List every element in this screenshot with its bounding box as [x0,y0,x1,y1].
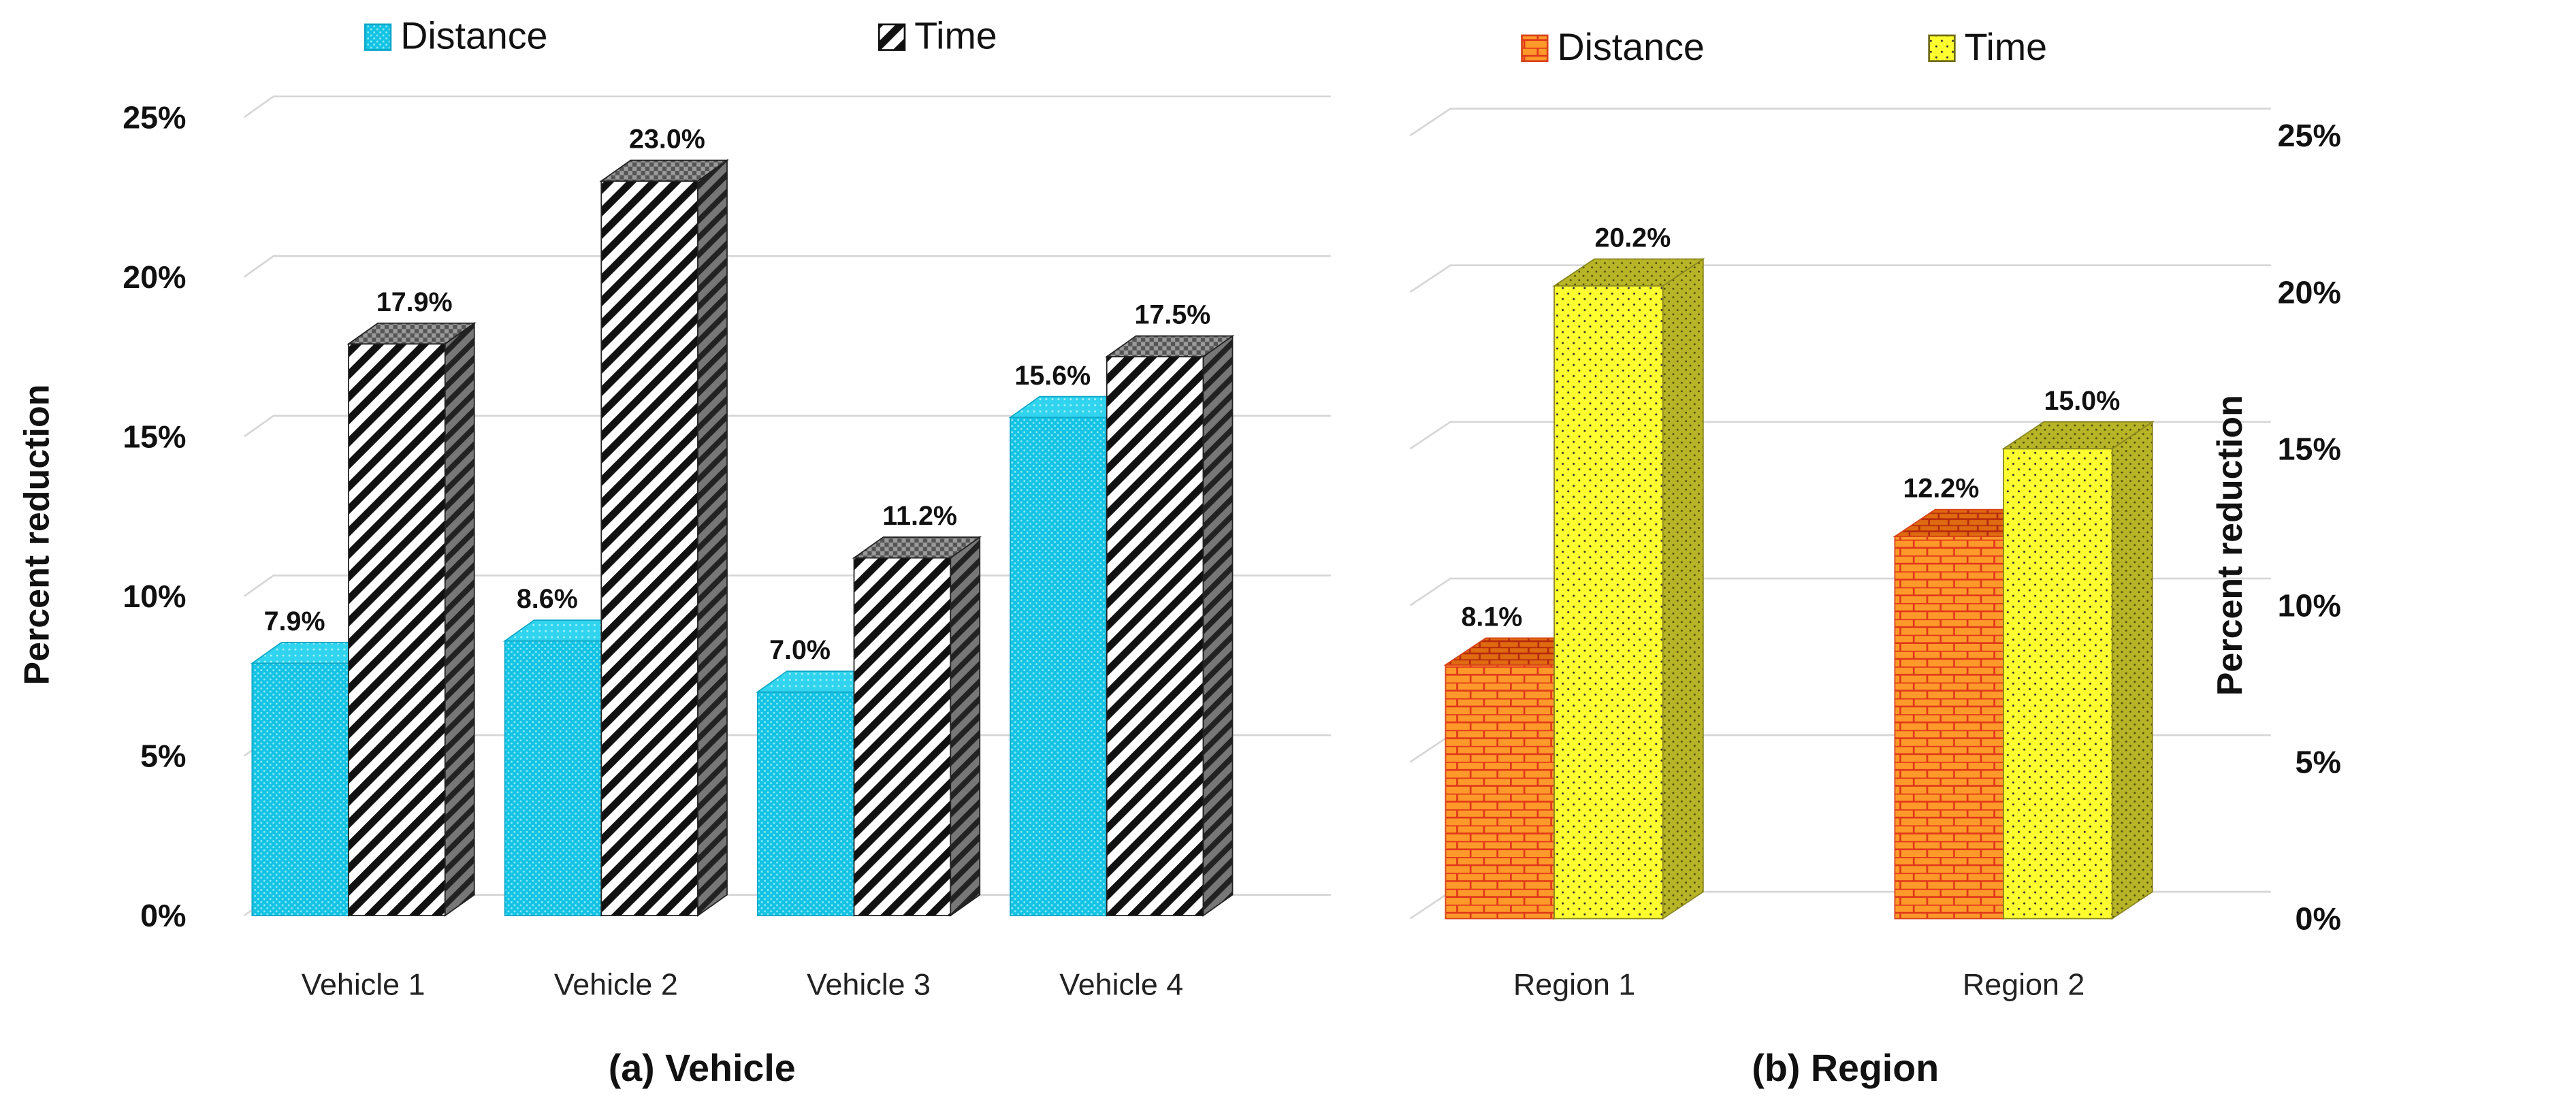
y-tick-label: 15% [2278,431,2341,466]
bar-side-face [950,536,981,917]
x-tick-label: Vehicle 3 [807,967,931,1002]
legend-swatch-distance [364,23,392,51]
y-tick-label: 0% [2296,901,2341,937]
x-tick-label: Region 1 [1513,967,1635,1002]
y-tick-label: 25% [123,99,186,135]
y-axis-label: Percent reduction [2210,395,2250,696]
bar-top-face [599,159,729,182]
bar-side-face [2111,421,2153,920]
bar-front-face [348,343,446,916]
bar-side-face [444,322,475,917]
chart-panel-vehicle: 0% 5% 10% 15% 20% 25% Percent reduction 7.9% 17.… [18,15,1331,1089]
x-tick-label: Vehicle 2 [554,967,678,1002]
y-tick-label: 0% [140,898,186,933]
bar-side-face [697,159,728,917]
x-tick-label: Vehicle 4 [1059,967,1183,1002]
gridline [243,415,1331,438]
gridline [1409,264,2271,293]
bar-time-3 [852,536,982,917]
data-label: 11.2% [882,501,957,531]
y-tick-label: 25% [2278,118,2341,153]
panel-caption: (b) Region [1752,1047,1939,1089]
y-tick-label: 20% [2278,274,2341,310]
bar-time-4 [1104,334,1235,917]
bar-time-2 [2001,421,2155,920]
gridline [243,95,1331,118]
legend-label-time: Time [914,15,997,57]
data-label: 12.2% [1903,474,1979,504]
bar-top-face [347,322,477,345]
y-axis-label: Percent reduction [18,384,57,685]
bar-front-face [756,691,855,916]
bar-front-face [1010,417,1108,916]
data-label: 7.0% [769,635,831,665]
y-tick-label: 20% [123,259,186,295]
data-label: 15.6% [1014,361,1091,391]
bar-front-face [251,662,349,916]
gridline [243,255,1331,278]
legend-swatch-time [1928,34,1956,63]
data-label: 15.0% [2044,386,2120,416]
y-tick-label: 10% [123,579,186,614]
y-tick-label: 10% [2278,588,2341,624]
panel-caption: (a) Vehicle [609,1047,796,1089]
y-tick-label: 5% [140,739,186,774]
bar-top-face [852,536,982,559]
legend-label-distance: Distance [400,15,547,57]
y-tick-label: 5% [2296,745,2341,780]
bar-front-face [1894,536,2004,920]
bar-front-face [600,180,698,916]
bar-time-2 [599,159,729,917]
data-label: 17.5% [1135,300,1211,330]
bar-front-face [504,640,602,916]
bar-front-face [1553,285,1664,920]
x-tick-label: Vehicle 1 [302,967,425,1002]
x-tick-label: Region 2 [1963,967,2084,1002]
legend-label-distance: Distance [1558,26,1705,68]
gridline [1409,108,2271,137]
bar-front-face [1445,664,1555,920]
bar-top-face [2001,421,2155,450]
bar-front-face [853,557,952,916]
data-label: 8.6% [517,584,578,614]
data-label: 8.1% [1461,602,1522,632]
bar-front-face [2003,448,2113,920]
data-label: 23.0% [629,125,705,155]
data-label: 20.2% [1594,223,1671,253]
gridline [1409,421,2271,450]
chart-scale-group: 0% 5% 10% 15% 20% 25% Percent reduction 7.9% 17.… [18,15,2341,1089]
bar-time-1 [1552,257,1705,920]
chart-panel-region: 0% 5% 10% 15% 20% 25% Percent reduction 8.1% 20.… [1409,26,2341,1089]
bar-side-face [1202,334,1234,917]
bar-top-face [1552,258,1705,287]
bar-side-face [1662,257,1704,920]
legend-label-time: Time [1965,26,2047,68]
bar-top-face [1104,335,1235,357]
y-tick-label: 15% [123,419,186,454]
legend-swatch-distance [1521,34,1549,63]
bar-front-face [1106,356,1204,916]
data-label: 7.9% [264,606,325,636]
data-label: 17.9% [376,287,453,317]
legend-swatch-time [878,23,906,51]
bar-time-1 [347,322,477,917]
